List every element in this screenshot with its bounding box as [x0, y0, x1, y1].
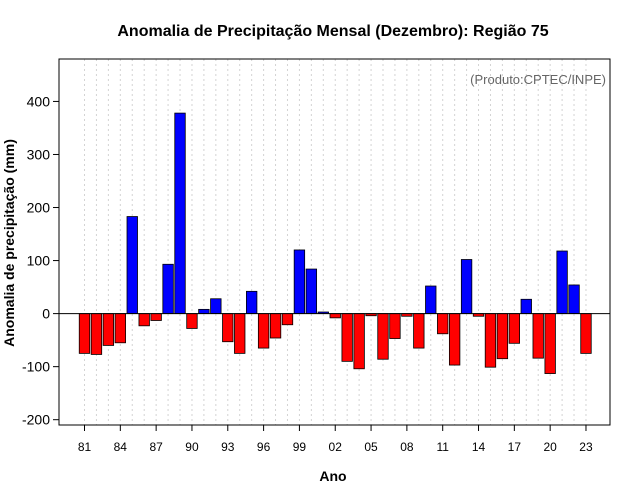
bar-2002 [329, 313, 341, 319]
bar-1991 [198, 308, 210, 315]
bar-1999 [293, 249, 306, 315]
bar-2012 [448, 313, 461, 366]
bar-2023 [580, 313, 592, 354]
y-axis: -200 -100 0 100 200 300 400 [22, 93, 59, 428]
bar-1992 [210, 298, 222, 315]
bar-2004 [353, 313, 365, 370]
x-tick-label: 20 [543, 440, 557, 454]
bar-1989 [174, 112, 186, 315]
x-tick-label: 05 [364, 440, 378, 454]
y-axis-label: Anomalia de precipitação (mm) [1, 139, 17, 347]
x-tick-label: 11 [436, 440, 449, 454]
bar-1997 [269, 313, 282, 339]
bar-2015 [484, 313, 497, 368]
bar-2009 [413, 313, 425, 349]
x-tick-label: 02 [329, 440, 343, 454]
x-tick-label: 14 [472, 440, 486, 454]
bar-2022 [568, 284, 580, 315]
bar-1995 [246, 290, 258, 315]
bar-1985 [126, 216, 138, 315]
y-tick-label: 100 [27, 253, 51, 269]
y-tick-label: 200 [27, 200, 51, 216]
bar-2018 [520, 298, 532, 315]
x-tick-label: 84 [114, 440, 128, 454]
y-tick-label: -100 [22, 359, 50, 375]
bar-2013 [460, 259, 473, 315]
bar-2011 [437, 313, 449, 335]
x-tick-label: 90 [185, 440, 199, 454]
x-tick-label: 17 [508, 440, 522, 454]
bar-1994 [234, 313, 246, 354]
bar-2017 [508, 313, 520, 344]
x-tick-label: 96 [257, 440, 271, 454]
x-axis-label: Ano [319, 468, 346, 484]
source-annotation: (Produto:CPTEC/INPE) [470, 72, 606, 87]
chart-title: Anomalia de Precipitação Mensal (Dezembr… [117, 23, 548, 40]
x-tick-label: 99 [293, 440, 307, 454]
bar-2010 [425, 285, 437, 315]
bar-1993 [222, 313, 234, 343]
y-tick-label: 0 [42, 306, 50, 322]
bar-1983 [102, 313, 115, 346]
bar-1988 [162, 263, 174, 315]
bar-2007 [389, 313, 401, 339]
x-tick-label: 93 [221, 440, 235, 454]
y-tick-label: 400 [27, 93, 51, 109]
bar-2006 [377, 313, 389, 360]
grid-lines [84, 59, 587, 425]
y-tick-label: 300 [27, 146, 51, 162]
bar-1981 [78, 313, 91, 354]
bar-1982 [90, 313, 103, 355]
bar-2019 [532, 313, 544, 359]
bar-2016 [496, 313, 509, 360]
bar-2020 [544, 313, 556, 374]
x-tick-label: 87 [149, 440, 163, 454]
bar-1984 [114, 313, 126, 344]
bar-1986 [138, 313, 150, 327]
bar-1998 [281, 313, 294, 326]
bar-1987 [150, 313, 162, 321]
bar-1996 [257, 313, 270, 349]
x-tick-label: 81 [78, 440, 92, 454]
plot-frame [58, 58, 611, 426]
x-axis: 81 84 87 90 93 96 99 02 05 08 11 14 17 20 23 [78, 425, 593, 454]
x-tick-label: 08 [400, 440, 414, 454]
bars [78, 112, 592, 374]
x-tick-label: 23 [579, 440, 593, 454]
bar-2021 [556, 250, 568, 315]
bar-2003 [341, 313, 353, 362]
bar-2000 [305, 268, 318, 315]
y-tick-label: -200 [22, 412, 50, 428]
bar-1990 [186, 313, 198, 329]
